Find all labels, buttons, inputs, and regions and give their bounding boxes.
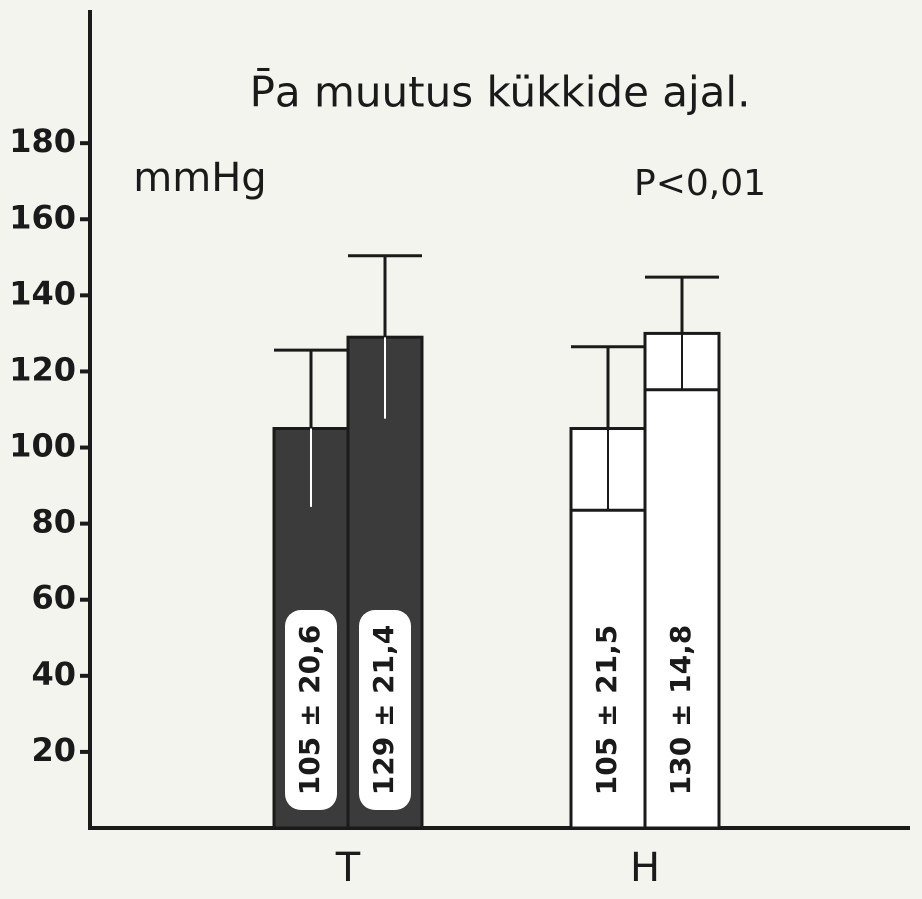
- x-tick-label: T: [335, 845, 361, 891]
- value-label: 130 ± 14,8: [664, 625, 697, 796]
- chart: P̄a muutus kükkide ajal. mmHg P<0,01 20 4…: [0, 0, 922, 899]
- value-label: 105 ± 20,6: [293, 625, 326, 796]
- value-label: 105 ± 21,5: [590, 625, 623, 796]
- y-tick-label: 120: [9, 350, 76, 388]
- y-tick-label: 140: [9, 274, 76, 312]
- y-tick-label: 180: [9, 122, 76, 160]
- annotation: P<0,01: [634, 163, 766, 204]
- y-tick-label: 160: [9, 198, 76, 236]
- y-tick-label: 20: [31, 731, 76, 769]
- y-tick-label: 80: [31, 503, 76, 541]
- x-tick-label: H: [630, 845, 660, 891]
- y-tick-label: 40: [31, 655, 76, 693]
- y-axis-label: mmHg: [133, 155, 266, 201]
- y-tick-label: 100: [9, 427, 76, 465]
- chart-title: P̄a muutus kükkide ajal.: [250, 66, 751, 117]
- y-tick-label: 60: [31, 579, 76, 617]
- value-label: 129 ± 21,4: [367, 625, 400, 796]
